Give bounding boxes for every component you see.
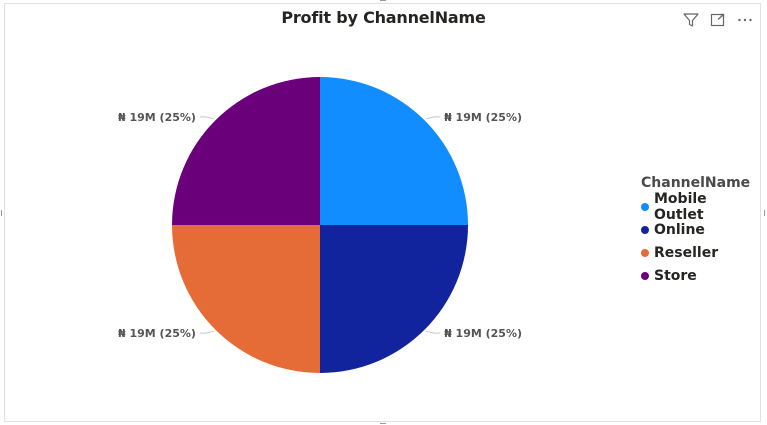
leader-line: [199, 116, 215, 120]
pie-chart: ₦ 19M (25%) ₦ 19M (25%) ₦ 19M (25%) ₦ 19M (…: [118, 77, 522, 373]
legend-item-reseller[interactable]: Reseller: [641, 241, 760, 264]
legend-marker: [641, 202, 649, 211]
resize-handle[interactable]: [380, 0, 386, 1]
data-label-store: ₦ 19M (25%): [118, 111, 196, 124]
pie-slice-reseller[interactable]: [172, 225, 320, 373]
data-label-online: ₦ 19M (25%): [444, 327, 522, 340]
resize-handle[interactable]: [380, 423, 386, 424]
focus-mode-icon[interactable]: [709, 12, 727, 28]
chart-title: Profit by ChannelName: [281, 8, 486, 27]
legend: ChannelName Mobile Outlet Online Reselle…: [641, 175, 760, 287]
leader-line: [199, 330, 215, 334]
legend-title: ChannelName: [641, 175, 751, 191]
pie-slice-store[interactable]: [172, 77, 320, 225]
legend-label: Store: [654, 267, 697, 284]
pie-slice-mobile-outlet[interactable]: [320, 77, 468, 225]
leader-line: [425, 330, 441, 334]
legend-label: Online: [654, 221, 705, 238]
pie-slice-online[interactable]: [320, 225, 468, 373]
legend-item-store[interactable]: Store: [641, 264, 760, 287]
legend-marker: [641, 271, 649, 280]
data-label-mobile-outlet: ₦ 19M (25%): [444, 111, 522, 124]
leader-line: [425, 116, 441, 120]
legend-marker: [641, 225, 649, 234]
pie-chart-visual[interactable]: Profit by ChannelName ₦ 19M (25%) ₦ 19M (…: [4, 3, 761, 422]
legend-label: Mobile Outlet: [654, 190, 707, 223]
data-label-reseller: ₦ 19M (25%): [118, 327, 196, 340]
resize-handle[interactable]: [1, 210, 2, 216]
more-options-icon[interactable]: [736, 12, 754, 28]
filter-icon[interactable]: [682, 12, 700, 28]
legend-item-mobile-outlet[interactable]: Mobile Outlet: [641, 191, 760, 223]
resize-handle[interactable]: [764, 210, 765, 216]
legend-marker: [641, 248, 649, 257]
legend-label: Reseller: [654, 244, 719, 261]
visual-header: [682, 12, 754, 28]
legend-item-online[interactable]: Online: [641, 218, 760, 241]
